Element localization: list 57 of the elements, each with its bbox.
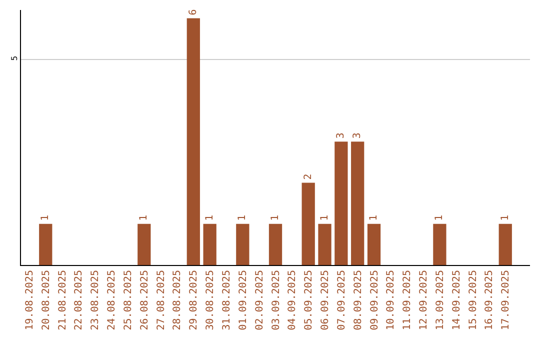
- bar: [186, 18, 200, 265]
- x-tick-label: 15.09.2025: [468, 270, 479, 330]
- x-tick-label: 26.08.2025: [139, 270, 150, 330]
- bar: [318, 224, 332, 265]
- x-tick-label: 01.09.2025: [238, 270, 249, 330]
- data-label: 1: [204, 214, 216, 221]
- x-tick-label: 17.09.2025: [500, 270, 512, 330]
- x-tick-label: 19.08.2025: [24, 270, 36, 330]
- x-tick-label: 25.08.2025: [122, 270, 134, 330]
- x-tick-label: 13.09.2025: [434, 270, 446, 330]
- data-label: 6: [188, 9, 199, 16]
- x-tick-label: 08.09.2025: [352, 270, 364, 330]
- x-tick-label: 27.08.2025: [156, 270, 167, 330]
- data-label: 1: [138, 214, 150, 221]
- x-tick-label: 06.09.2025: [320, 270, 332, 330]
- data-label: 1: [500, 214, 511, 221]
- x-tick-label: 12.09.2025: [418, 270, 430, 330]
- data-label: 1: [270, 214, 281, 221]
- x-tick-label: 20.08.2025: [40, 270, 52, 330]
- bar: [351, 142, 364, 265]
- data-label: 1: [319, 214, 330, 221]
- x-tick-label: 30.08.2025: [205, 270, 216, 330]
- x-tick-label: 11.09.2025: [402, 270, 414, 330]
- bar: [498, 224, 512, 265]
- data-label: 1: [368, 214, 380, 221]
- x-tick-label: 29.08.2025: [188, 270, 200, 330]
- bar: [236, 224, 250, 265]
- x-tick-label: 14.09.2025: [451, 270, 462, 330]
- x-tick-label: 24.08.2025: [106, 270, 118, 330]
- y-tick-label: 5: [10, 56, 19, 61]
- x-tick-label: 23.08.2025: [90, 270, 102, 330]
- x-tick-label: 05.09.2025: [304, 270, 315, 330]
- bar: [433, 224, 446, 265]
- x-tick-label: 31.08.2025: [221, 270, 232, 330]
- x-tick-label: 02.09.2025: [254, 270, 266, 330]
- x-tick-label: 04.09.2025: [287, 270, 298, 330]
- data-label: 1: [237, 214, 248, 221]
- data-label: 2: [302, 174, 314, 180]
- data-label: 3: [352, 132, 364, 139]
- bar: [268, 224, 282, 265]
- x-tick-label: 22.08.2025: [74, 270, 85, 330]
- x-tick-label: 10.09.2025: [386, 270, 397, 330]
- x-tick-label: 03.09.2025: [270, 270, 282, 330]
- data-label: 1: [434, 214, 446, 221]
- x-tick-label: 16.09.2025: [484, 270, 496, 330]
- x-tick-label: 21.08.2025: [57, 270, 68, 330]
- x-tick-label: 28.08.2025: [172, 270, 184, 330]
- bar: [138, 224, 151, 265]
- bar: [203, 224, 216, 265]
- bar: [302, 182, 315, 265]
- bar: [367, 224, 381, 265]
- x-tick-label: 09.09.2025: [369, 270, 380, 330]
- bar: [39, 224, 52, 265]
- bar: [334, 142, 348, 265]
- data-label: 1: [40, 214, 52, 221]
- data-label: 3: [336, 132, 347, 139]
- x-tick-label: 07.09.2025: [336, 270, 348, 330]
